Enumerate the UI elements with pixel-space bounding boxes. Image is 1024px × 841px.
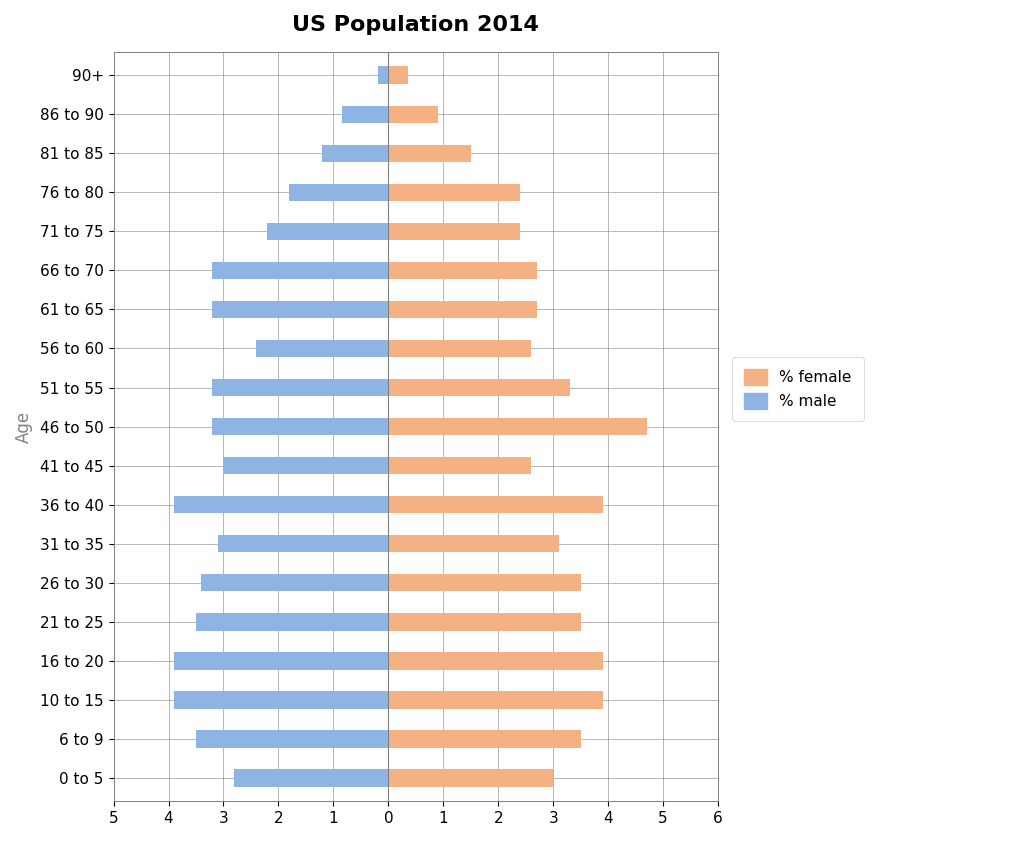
Bar: [174, 652, 388, 669]
Bar: [202, 574, 388, 591]
Bar: [388, 183, 520, 201]
Title: US Population 2014: US Population 2014: [293, 15, 540, 35]
Bar: [290, 183, 388, 201]
Bar: [388, 613, 581, 631]
Bar: [256, 340, 388, 357]
Bar: [174, 691, 388, 709]
Bar: [388, 535, 559, 553]
Bar: [212, 262, 388, 279]
Bar: [388, 691, 603, 709]
Bar: [388, 496, 603, 513]
Bar: [267, 223, 388, 241]
Bar: [388, 66, 408, 84]
Legend: % female, % male: % female, % male: [732, 357, 864, 421]
Y-axis label: Age: Age: [15, 410, 33, 442]
Bar: [388, 652, 603, 669]
Bar: [388, 340, 531, 357]
Bar: [218, 535, 388, 553]
Bar: [196, 613, 388, 631]
Bar: [388, 145, 471, 162]
Bar: [223, 457, 388, 474]
Bar: [388, 223, 520, 241]
Bar: [388, 769, 553, 786]
Bar: [388, 301, 537, 318]
Bar: [212, 378, 388, 396]
Bar: [323, 145, 388, 162]
Bar: [234, 769, 388, 786]
Bar: [196, 730, 388, 748]
Bar: [212, 418, 388, 436]
Bar: [388, 730, 581, 748]
Bar: [388, 418, 647, 436]
Bar: [174, 496, 388, 513]
Bar: [212, 301, 388, 318]
Bar: [388, 262, 537, 279]
Bar: [388, 378, 569, 396]
Bar: [379, 66, 388, 84]
Bar: [342, 105, 388, 123]
Bar: [388, 105, 438, 123]
Bar: [388, 574, 581, 591]
Bar: [388, 457, 531, 474]
